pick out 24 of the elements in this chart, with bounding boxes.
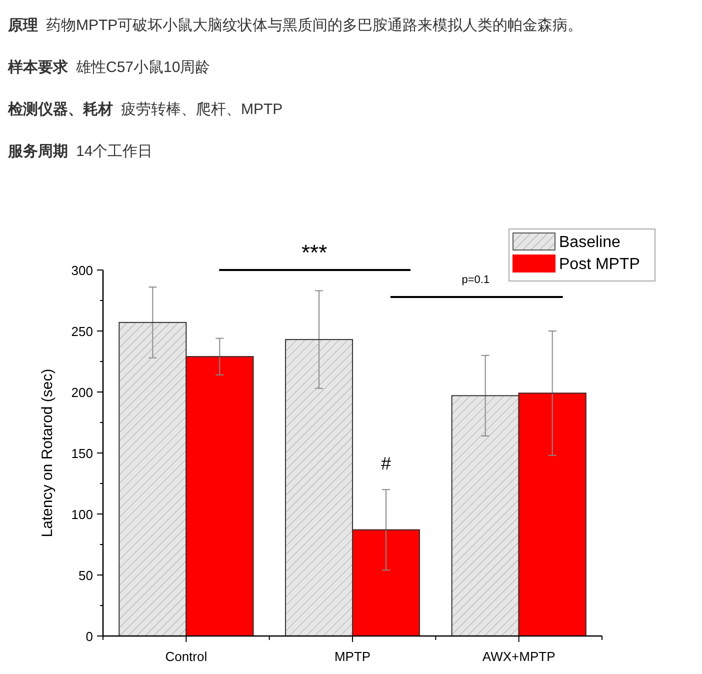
y-tick-label: 0 (86, 629, 93, 644)
y-tick-label: 250 (71, 324, 93, 339)
y-tick-label: 100 (71, 507, 93, 522)
y-tick-label: 150 (71, 446, 93, 461)
annotation: p=0.1 (462, 274, 490, 286)
y-tick-label: 50 (78, 568, 93, 583)
legend-label: Baseline (559, 234, 620, 251)
y-tick-label: 300 (71, 263, 93, 278)
y-tick-label: 200 (71, 385, 93, 400)
text: 服务周期 (7, 143, 68, 160)
x-tick-label: AWX+MPTP (482, 649, 556, 664)
text: *** (301, 240, 328, 265)
text: 14个工作日 (76, 143, 153, 160)
annotation: # (380, 454, 392, 474)
text: 检测仪器、耗材 (7, 101, 113, 118)
text: 样本要求 (7, 59, 69, 76)
text: 原理 (7, 17, 38, 34)
text: 疲劳转棒、爬杆、MPTP (121, 101, 283, 118)
x-tick-label: MPTP (334, 649, 371, 664)
x-tick-label: Control (165, 649, 208, 664)
legend-label: Post MPTP (559, 256, 640, 273)
y-axis-title: Latency on Rotarod (sec) (39, 368, 56, 538)
text: 雄性C57小鼠10周龄 (75, 59, 210, 76)
text: 药物MPTP可破坏小鼠大脑纹状体与黑质间的多巴胺通路来模拟人类的帕金森病。 (46, 17, 583, 34)
